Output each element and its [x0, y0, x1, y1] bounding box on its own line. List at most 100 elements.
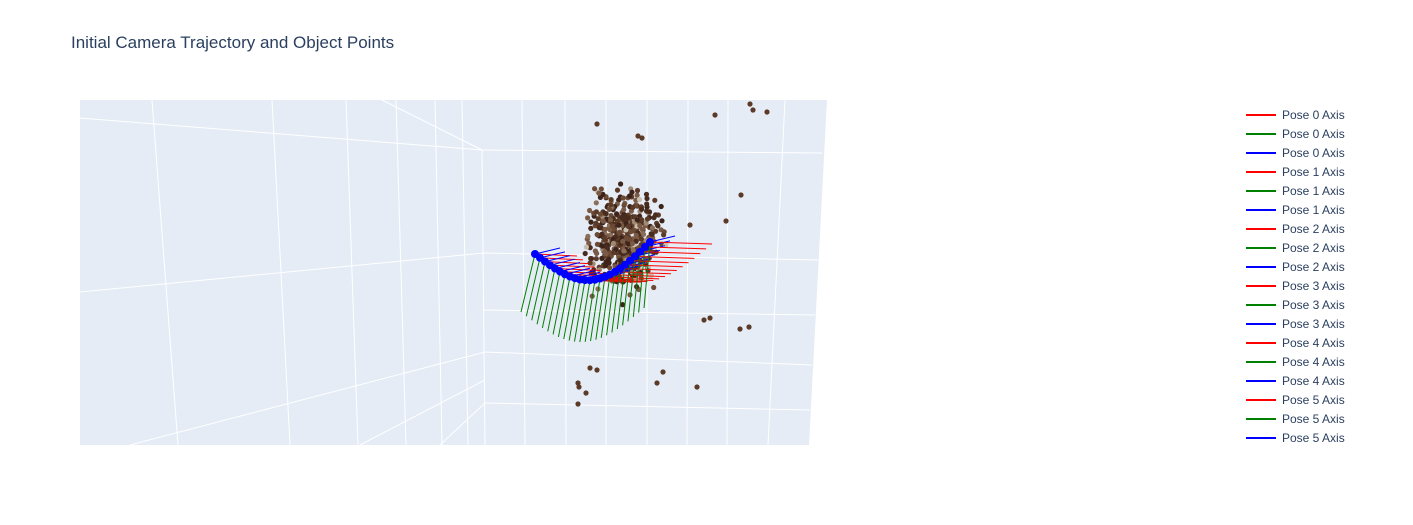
object-point: [583, 390, 589, 396]
legend-item[interactable]: Pose 3 Axis: [1246, 276, 1406, 295]
object-point: [614, 218, 621, 224]
legend-item[interactable]: Pose 1 Axis: [1246, 181, 1406, 200]
camera-axis-x: [539, 257, 583, 261]
grid-line: [129, 351, 486, 446]
object-point: [618, 181, 624, 187]
grid-line: [484, 351, 813, 366]
object-point: [621, 216, 627, 223]
legend-item[interactable]: Pose 3 Axis: [1246, 314, 1406, 333]
legend-label: Pose 4 Axis: [1282, 373, 1345, 388]
object-point: [764, 109, 770, 115]
object-point: [593, 200, 599, 206]
legend-item[interactable]: Pose 4 Axis: [1246, 352, 1406, 371]
object-point: [639, 135, 645, 141]
object-point: [587, 365, 593, 371]
legend-item[interactable]: Pose 4 Axis: [1246, 371, 1406, 390]
legend-swatch: [1246, 398, 1276, 401]
grid-line: [359, 379, 486, 446]
object-point: [653, 228, 659, 234]
object-point: [575, 401, 581, 407]
object-point: [643, 220, 649, 226]
grid-line: [439, 402, 486, 446]
legend-item[interactable]: Pose 2 Axis: [1246, 219, 1406, 238]
object-point: [634, 217, 640, 223]
legend-label: Pose 2 Axis: [1282, 221, 1345, 236]
object-point: [655, 223, 661, 229]
camera-axis-x: [629, 260, 689, 264]
legend-item[interactable]: Pose 0 Axis: [1246, 105, 1406, 124]
object-point: [594, 250, 600, 256]
object-point: [636, 196, 643, 203]
legend-label: Pose 4 Axis: [1282, 335, 1345, 350]
object-point: [723, 218, 729, 224]
legend-label: Pose 2 Axis: [1282, 259, 1345, 274]
legend-label: Pose 2 Axis: [1282, 240, 1345, 255]
object-point: [621, 207, 627, 213]
legend-swatch: [1246, 208, 1276, 211]
object-point: [602, 226, 608, 232]
camera-axis-z: [554, 262, 581, 270]
object-point: [627, 193, 633, 199]
legend-label: Pose 3 Axis: [1282, 297, 1345, 312]
object-point: [583, 244, 590, 250]
object-point: [597, 211, 604, 217]
camera-axis-z: [649, 235, 676, 243]
object-point: [593, 209, 600, 215]
camera-axis-y: [579, 280, 591, 343]
legend-swatch: [1246, 303, 1276, 306]
legend-item[interactable]: Pose 5 Axis: [1246, 390, 1406, 409]
camera-axis-y: [616, 264, 626, 330]
legend-item[interactable]: Pose 2 Axis: [1246, 257, 1406, 276]
legend-item[interactable]: Pose 1 Axis: [1246, 162, 1406, 181]
object-point: [652, 197, 658, 203]
legend-item[interactable]: Pose 1 Axis: [1246, 200, 1406, 219]
legend-label: Pose 5 Axis: [1282, 392, 1345, 407]
camera-axis-z: [544, 255, 571, 263]
grid-line: [483, 309, 816, 316]
legend-item[interactable]: Pose 5 Axis: [1246, 428, 1406, 447]
legend-item[interactable]: Pose 3 Axis: [1246, 295, 1406, 314]
legend-swatch: [1246, 284, 1276, 287]
legend-item[interactable]: Pose 0 Axis: [1246, 124, 1406, 143]
object-point: [701, 317, 707, 323]
legend-item[interactable]: Pose 5 Axis: [1246, 409, 1406, 428]
object-point: [599, 255, 605, 261]
object-point: [588, 256, 595, 262]
legend-item[interactable]: Pose 0 Axis: [1246, 143, 1406, 162]
object-point: [644, 201, 650, 207]
legend-label: Pose 0 Axis: [1282, 107, 1345, 122]
object-point: [607, 265, 613, 271]
legend-item[interactable]: Pose 4 Axis: [1246, 333, 1406, 352]
object-point: [658, 203, 664, 210]
camera-axis-y: [638, 246, 646, 313]
legend-item[interactable]: Pose 2 Axis: [1246, 238, 1406, 257]
object-point: [608, 202, 614, 208]
object-point: [594, 121, 600, 127]
camera-axis-x: [639, 251, 701, 255]
object-point: [639, 206, 645, 212]
object-point: [585, 215, 591, 221]
grid-line: [79, 252, 485, 293]
legend-label: Pose 1 Axis: [1282, 183, 1345, 198]
object-point: [626, 241, 632, 247]
object-point: [611, 250, 617, 256]
object-point: [659, 218, 665, 224]
object-point: [621, 248, 627, 254]
grid-line: [79, 117, 483, 151]
object-point: [712, 112, 718, 118]
object-point: [602, 249, 608, 255]
legend-label: Pose 1 Axis: [1282, 164, 1345, 179]
object-point: [609, 223, 615, 229]
object-point: [737, 326, 743, 332]
object-point: [634, 192, 640, 198]
object-point: [644, 195, 650, 202]
camera-axis-y: [595, 276, 606, 340]
camera-axis-x: [644, 246, 707, 250]
object-point: [747, 101, 753, 107]
camera-axis-y: [531, 261, 546, 321]
object-point: [592, 186, 598, 192]
camera-axis-y: [627, 256, 636, 322]
object-point: [608, 217, 614, 223]
object-point: [614, 211, 620, 217]
